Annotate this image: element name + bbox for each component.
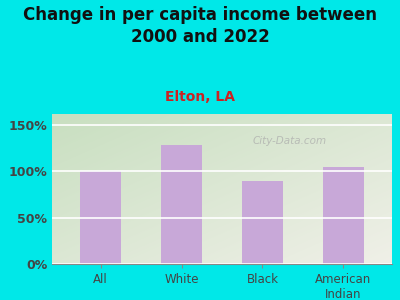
Bar <box>242 181 283 264</box>
Bar <box>323 167 364 264</box>
Text: Elton, LA: Elton, LA <box>165 90 235 104</box>
Bar <box>161 146 202 264</box>
Text: Change in per capita income between
2000 and 2022: Change in per capita income between 2000… <box>23 6 377 46</box>
Text: City-Data.com: City-Data.com <box>253 136 327 146</box>
Bar <box>80 171 121 264</box>
